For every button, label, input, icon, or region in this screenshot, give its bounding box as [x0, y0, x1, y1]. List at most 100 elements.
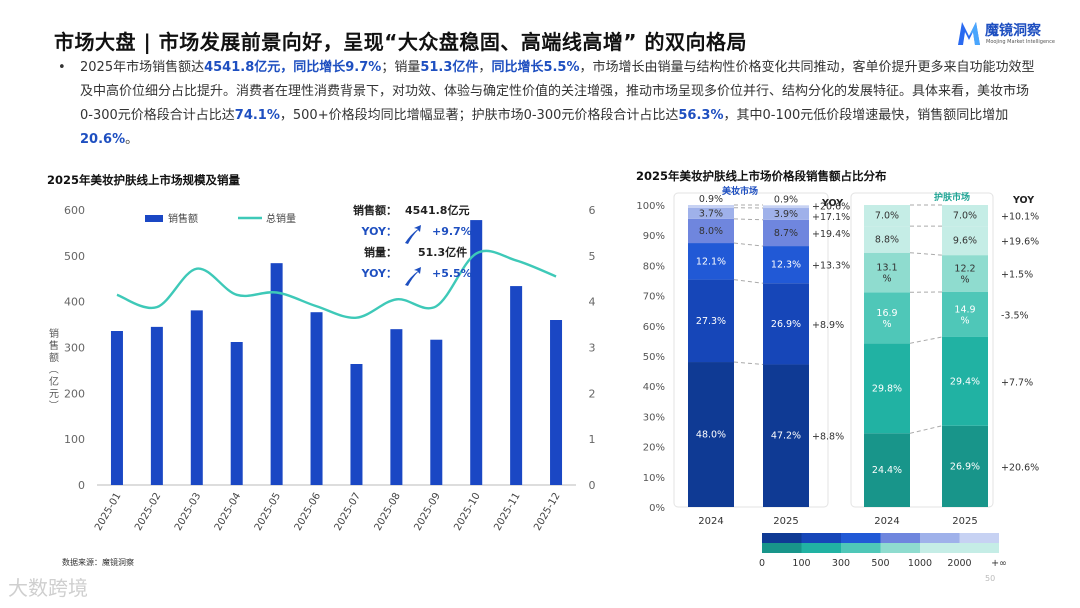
volume-line [116, 249, 557, 319]
yoy-value: +17.1% [812, 212, 850, 223]
summary-highlight: 56.3% [678, 108, 724, 123]
brand-subtitle: Moojing Market Intelligence [986, 39, 1056, 45]
segment-label: 26.9% [950, 461, 980, 472]
beauty-market-group: 美妆市场 48.0% 27.3% 12.1% 8.0% 3.7% 0.9% 2024 47.2%… [673, 185, 850, 527]
y-tick-right: 2 [589, 387, 596, 400]
x-tick-label: 2025-10 [452, 491, 482, 533]
stack-segment [763, 205, 809, 209]
segment-label: 16.9% [876, 308, 897, 330]
segment-label-line: % [960, 315, 969, 326]
segment-label-line: % [960, 275, 969, 286]
connector-line [733, 242, 764, 247]
segment-label-line: % [882, 319, 891, 330]
axis-title-char: （ [47, 364, 59, 374]
segment-label: 7.0% [953, 211, 977, 222]
axis-title-char: 额 [49, 351, 59, 364]
segment-label-line: 7.0% [953, 211, 977, 222]
kpi-annotation: 销售额： 4541.8亿元 YOY： +9.7% 销量： 51.3亿件 YOY： +5.5% [353, 203, 472, 286]
stack-segment [688, 362, 734, 507]
data-source: 数据来源：魔镜洞察 [62, 558, 134, 567]
legend-label-sales: 销售额 [168, 212, 198, 225]
x-tick-label: 2025-01 [93, 491, 123, 533]
segment-label: 47.2% [771, 431, 801, 442]
price-legend-beauty [762, 533, 802, 543]
yoy-value: +13.3% [812, 261, 850, 272]
group-panel [850, 192, 994, 508]
segment-label: 12.3% [771, 260, 801, 271]
y-tick-pct: 20% [643, 443, 665, 454]
segment-label-line: 0.9% [699, 194, 723, 205]
segment-label: 9.6% [953, 236, 977, 247]
volume-label: 销量： [364, 245, 397, 259]
sales-bar [230, 342, 243, 485]
x-tick-label: 2025-06 [293, 491, 323, 533]
segment-label-line: 48.0% [696, 430, 726, 441]
price-legend-skin [841, 543, 881, 553]
yoy-value: +7.7% [1001, 377, 1033, 388]
stack-segment [864, 433, 910, 507]
y-tick-left: 300 [64, 342, 85, 355]
y-tick-right: 3 [589, 342, 596, 355]
sales-bar [310, 312, 323, 485]
stack-segment [942, 336, 988, 426]
y-tick-left: 0 [78, 479, 85, 492]
segment-label: 0.9% [699, 194, 723, 205]
y-tick-left: 200 [64, 387, 85, 400]
y-tick-right: 1 [589, 433, 596, 446]
axis-title-char: 售 [49, 339, 59, 352]
x-tick-label: 2025-11 [492, 491, 522, 533]
segment-label-line: 29.8% [872, 383, 902, 394]
yoy-value: +1.5% [1001, 270, 1033, 281]
price-legend-tick: 300 [832, 558, 850, 569]
stack-segment [864, 205, 910, 227]
x-tick-label: 2025-09 [412, 491, 442, 533]
y-tick-pct: 10% [643, 473, 665, 484]
summary-fragment: ， [478, 60, 492, 75]
y-axis-title-left: 销售额（亿元） [47, 327, 59, 410]
segment-label-line: 27.3% [696, 316, 726, 327]
right-chart-title: 2025年美妆护肤线上市场价格段销售额占比分布 [636, 169, 887, 183]
year-label: 2024 [698, 516, 723, 527]
stack-segment [942, 226, 988, 256]
y-tick-right: 0 [589, 479, 596, 492]
segment-label: 3.9% [774, 209, 798, 220]
y-tick-left: 400 [64, 296, 85, 309]
yoy-value: +8.8% [812, 432, 844, 443]
segment-label-line: % [882, 273, 891, 284]
legend-swatch-sales [145, 215, 163, 222]
segment-label: 0.9% [774, 194, 798, 205]
segment-label-line: 3.7% [699, 208, 723, 219]
segment-label-line: 16.9 [876, 308, 897, 319]
sales-label: 销售额： [353, 203, 397, 217]
price-legend-tick: +∞ [991, 558, 1007, 569]
stack-segment [688, 205, 734, 208]
y-tick-right: 6 [589, 204, 596, 217]
stack-segment [763, 283, 809, 365]
yoy-value: +19.4% [812, 229, 850, 240]
y-tick-pct: 50% [643, 352, 665, 363]
sales-bar [390, 329, 403, 485]
segment-label: 26.9% [771, 319, 801, 330]
stack-segment [688, 279, 734, 363]
segment-label-line: 7.0% [875, 211, 899, 222]
segment-label: 8.0% [699, 226, 723, 237]
segment-label: 7.0% [875, 211, 899, 222]
segment-label-line: 3.9% [774, 209, 798, 220]
segment-label-line: 26.9% [950, 461, 980, 472]
yoy-value: +10.1% [1001, 212, 1039, 223]
price-legend-beauty [920, 533, 960, 543]
y-tick-left: 500 [64, 250, 85, 263]
summary-highlight: 74.1% [234, 108, 280, 123]
y-tick-left: 600 [64, 204, 85, 217]
segment-label-line: 12.1% [696, 256, 726, 267]
volume-yoy-value: +5.5% [432, 267, 472, 280]
page-number: 50 [985, 574, 996, 583]
yoy-value: +20.6% [1001, 462, 1039, 473]
segment-label: 27.3% [696, 316, 726, 327]
segment-label-line: 12.3% [771, 260, 801, 271]
segment-label: 8.8% [875, 234, 899, 245]
segment-label-line: 8.8% [875, 234, 899, 245]
sales-value: 4541.8亿元 [405, 203, 469, 217]
y-tick-pct: 70% [643, 292, 665, 303]
stack-segment [864, 226, 910, 253]
